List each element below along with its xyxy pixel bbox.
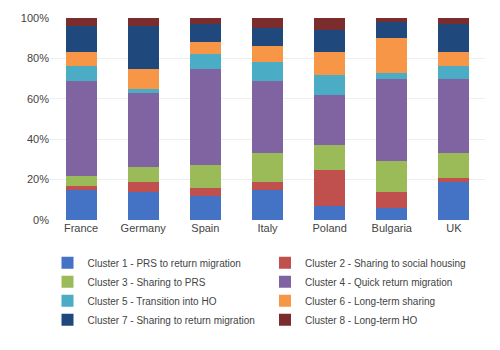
svg-text:Cluster 7 - Sharing to return: Cluster 7 - Sharing to return migration [88,315,255,326]
svg-text:Cluster 2 - Sharing to social: Cluster 2 - Sharing to social housing [305,258,466,269]
svg-text:Cluster 4 - Quick return migra: Cluster 4 - Quick return migration [305,277,452,288]
svg-text:60%: 60% [27,93,49,105]
svg-text:100%: 100% [21,12,49,24]
svg-text:40%: 40% [27,133,49,145]
svg-text:Italy: Italy [257,222,278,234]
svg-text:0%: 0% [33,214,49,226]
svg-text:Cluster 8 - Long-term HO: Cluster 8 - Long-term HO [305,315,417,326]
svg-text:Cluster 6 - Long-term sharing: Cluster 6 - Long-term sharing [305,296,435,307]
svg-text:UK: UK [446,222,462,234]
svg-text:Germany: Germany [121,222,167,234]
svg-text:France: France [64,222,98,234]
svg-text:80%: 80% [27,52,49,64]
svg-text:Cluster 1 - PRS to return migr: Cluster 1 - PRS to return migration [88,258,241,269]
svg-text:20%: 20% [27,173,49,185]
svg-text:Poland: Poland [313,222,347,234]
svg-text:Cluster 5 - Transition into HO: Cluster 5 - Transition into HO [88,296,217,307]
svg-text:Spain: Spain [191,222,219,234]
svg-text:Cluster 3 - Sharing to PRS: Cluster 3 - Sharing to PRS [88,277,206,288]
svg-text:Bulgaria: Bulgaria [372,222,413,234]
